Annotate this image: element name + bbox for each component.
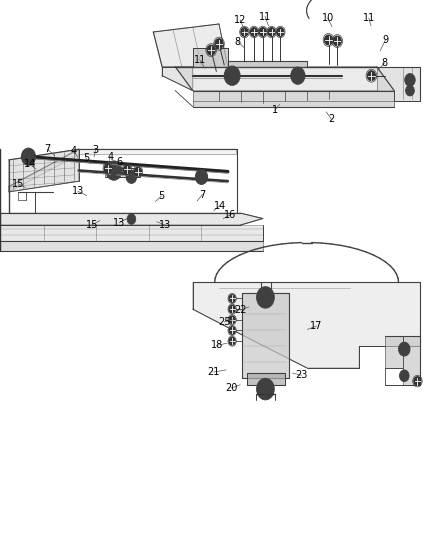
Polygon shape	[9, 149, 79, 192]
Circle shape	[414, 377, 421, 385]
Circle shape	[229, 305, 235, 313]
Text: 8: 8	[235, 37, 241, 46]
Text: 1: 1	[272, 106, 278, 115]
Text: 21: 21	[208, 367, 220, 377]
Circle shape	[241, 28, 248, 36]
Text: 14: 14	[214, 201, 226, 211]
Circle shape	[257, 378, 274, 400]
Circle shape	[134, 167, 141, 176]
Polygon shape	[377, 67, 420, 101]
Circle shape	[399, 370, 409, 382]
Circle shape	[229, 316, 235, 324]
Polygon shape	[385, 336, 420, 385]
Polygon shape	[105, 168, 140, 177]
Circle shape	[124, 165, 131, 174]
Circle shape	[229, 295, 235, 302]
Text: 17: 17	[310, 321, 322, 331]
Circle shape	[229, 337, 235, 345]
Text: 4: 4	[107, 152, 113, 161]
Polygon shape	[242, 293, 289, 378]
Circle shape	[129, 174, 134, 180]
Circle shape	[106, 161, 122, 180]
Text: 5: 5	[158, 191, 164, 201]
Circle shape	[405, 74, 415, 86]
Text: 7: 7	[199, 190, 205, 199]
Circle shape	[294, 71, 301, 80]
Circle shape	[198, 173, 205, 181]
Text: 16: 16	[224, 210, 237, 220]
Polygon shape	[228, 61, 307, 67]
Circle shape	[291, 67, 305, 84]
Circle shape	[229, 327, 235, 334]
Circle shape	[325, 35, 332, 45]
Circle shape	[104, 164, 111, 173]
Polygon shape	[247, 373, 285, 385]
Text: 20: 20	[225, 383, 237, 393]
Polygon shape	[193, 48, 228, 67]
Circle shape	[215, 39, 223, 49]
Polygon shape	[9, 149, 237, 192]
Text: 11: 11	[194, 55, 206, 64]
Text: 15: 15	[12, 179, 25, 189]
Circle shape	[110, 166, 118, 175]
Circle shape	[268, 28, 275, 36]
Circle shape	[406, 85, 414, 96]
Text: 6: 6	[116, 157, 122, 167]
Circle shape	[260, 291, 271, 304]
Text: 7: 7	[44, 144, 50, 154]
Circle shape	[277, 28, 284, 36]
Circle shape	[21, 148, 35, 165]
Text: 25: 25	[218, 317, 230, 327]
Circle shape	[25, 152, 32, 161]
Polygon shape	[175, 67, 394, 91]
Text: 12: 12	[234, 15, 246, 25]
Text: 23: 23	[295, 370, 307, 380]
Text: 15: 15	[86, 220, 98, 230]
Text: 13: 13	[113, 218, 125, 228]
Circle shape	[195, 169, 208, 184]
Circle shape	[126, 171, 137, 183]
Text: 9: 9	[382, 35, 389, 45]
Text: 13: 13	[159, 220, 171, 230]
Polygon shape	[0, 241, 263, 251]
Polygon shape	[193, 91, 394, 107]
Text: 11: 11	[259, 12, 271, 21]
Text: 5: 5	[83, 153, 89, 163]
Polygon shape	[0, 225, 263, 241]
Circle shape	[207, 45, 215, 55]
Circle shape	[251, 28, 258, 36]
Polygon shape	[153, 24, 228, 67]
Text: 18: 18	[211, 341, 223, 350]
Polygon shape	[0, 213, 263, 225]
Circle shape	[224, 66, 240, 85]
Text: 3: 3	[92, 146, 99, 155]
Text: 4: 4	[71, 147, 77, 156]
Circle shape	[259, 28, 266, 36]
Text: 22: 22	[234, 305, 246, 315]
Text: 8: 8	[381, 58, 388, 68]
Circle shape	[228, 70, 237, 81]
Circle shape	[257, 287, 274, 308]
Circle shape	[333, 36, 341, 46]
Polygon shape	[193, 282, 420, 368]
Circle shape	[127, 214, 136, 224]
Circle shape	[367, 71, 375, 80]
Polygon shape	[162, 67, 193, 91]
Text: 10: 10	[321, 13, 334, 23]
Text: 13: 13	[72, 187, 84, 196]
Text: 11: 11	[363, 13, 375, 23]
Circle shape	[261, 384, 270, 394]
Text: 2: 2	[328, 114, 334, 124]
Circle shape	[399, 342, 410, 356]
Text: 14: 14	[24, 159, 36, 169]
